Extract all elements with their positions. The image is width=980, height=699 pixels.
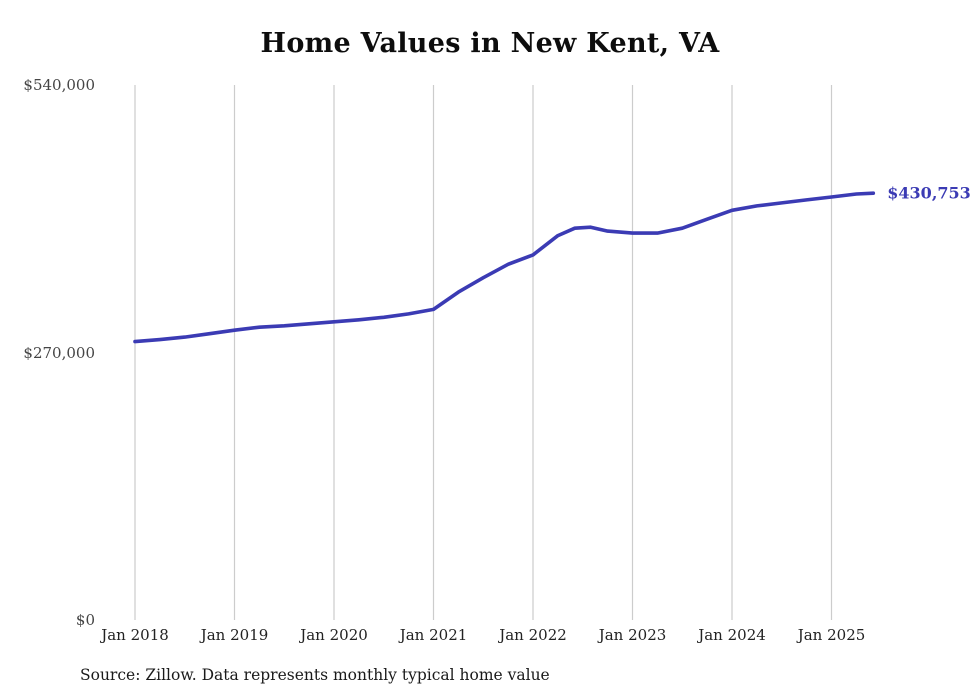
chart-title: Home Values in New Kent, VA	[260, 28, 720, 59]
latest-value-label: $430,753	[887, 183, 971, 203]
home-value-line	[133, 191, 876, 344]
x-tick-label: Jan 2023	[598, 626, 667, 644]
x-tick-label: Jan 2019	[200, 626, 269, 644]
x-tick-label: Jan 2018	[101, 626, 169, 644]
source-note: Source: Zillow. Data represents monthly …	[80, 666, 550, 684]
x-tick-label: Jan 2025	[797, 626, 866, 644]
x-tick-label: Jan 2020	[300, 626, 368, 644]
y-tick-label: $0	[75, 611, 95, 629]
y-tick-label: $270,000	[23, 343, 95, 362]
y-tick-label: $540,000	[23, 76, 95, 94]
x-tick-label: Jan 2022	[499, 626, 567, 644]
x-tick-label: Jan 2021	[399, 626, 468, 644]
x-tick-label: Jan 2024	[698, 626, 766, 644]
